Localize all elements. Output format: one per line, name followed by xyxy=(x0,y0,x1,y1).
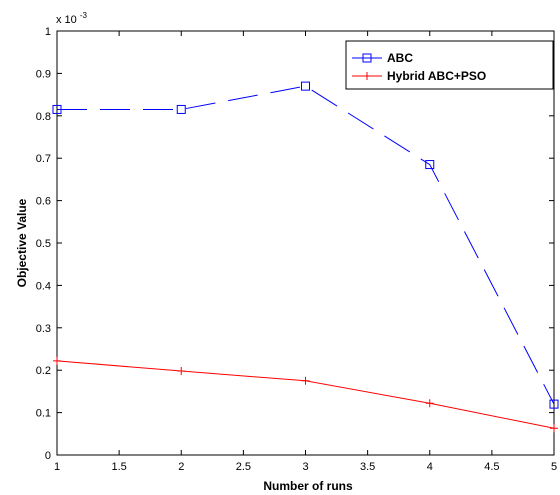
x-tick-label: 4.5 xyxy=(484,461,499,473)
data-point-hybrid xyxy=(177,367,186,376)
data-point-abc xyxy=(549,399,559,409)
data-point-hybrid xyxy=(301,376,310,385)
x-tick-label: 1 xyxy=(54,461,60,473)
x-tick-label: 4 xyxy=(427,461,433,473)
legend-abc-marker xyxy=(362,53,372,63)
y-tick-label: 0.2 xyxy=(36,365,51,377)
y-tick-label: 0 xyxy=(45,450,51,462)
data-point-hybrid xyxy=(53,356,61,365)
legend-box xyxy=(345,40,554,90)
data-point-hybrid xyxy=(425,399,434,408)
y-tick-label: 0.8 xyxy=(36,111,51,123)
y-tick-label: 0.5 xyxy=(36,238,51,250)
series-line-hybrid xyxy=(56,360,555,429)
data-point-abc xyxy=(425,160,435,170)
y-tick-label: 0.3 xyxy=(36,323,51,335)
y-tick-label: 0.1 xyxy=(36,408,51,420)
x-axis-label: Number of runs xyxy=(263,479,353,493)
x-tick-label: 3 xyxy=(302,461,308,473)
x-tick-label: 3.5 xyxy=(360,461,375,473)
x-tick-label: 1.5 xyxy=(111,461,126,473)
y-tick-label: 1 xyxy=(45,26,51,38)
legend: ABC Hybrid ABC+PSO xyxy=(345,40,554,90)
series-line-abc xyxy=(57,85,555,405)
y-tick-label: 0.9 xyxy=(36,68,51,80)
data-point-abc xyxy=(301,81,310,91)
legend-hybrid-marker xyxy=(363,72,371,80)
legend-hybrid-label: Hybrid ABC+PSO xyxy=(387,69,486,83)
data-point-hybrid xyxy=(550,424,558,433)
y-tick-label: 0.4 xyxy=(36,280,51,292)
y-axis-multiplier: x 10 -3 xyxy=(56,11,88,26)
x-tick-label: 2 xyxy=(178,461,184,473)
data-point-abc xyxy=(52,104,62,114)
plot-area-frame xyxy=(56,30,555,456)
y-axis-label: Objective Value xyxy=(15,198,29,287)
y-tick-label: 0.7 xyxy=(36,153,51,165)
y-tick-label: 0.6 xyxy=(36,196,51,208)
x-tick-label: 2.5 xyxy=(236,461,251,473)
legend-abc-label: ABC xyxy=(387,51,413,65)
x-tick-label: 5 xyxy=(551,461,557,473)
data-point-abc xyxy=(176,104,186,114)
